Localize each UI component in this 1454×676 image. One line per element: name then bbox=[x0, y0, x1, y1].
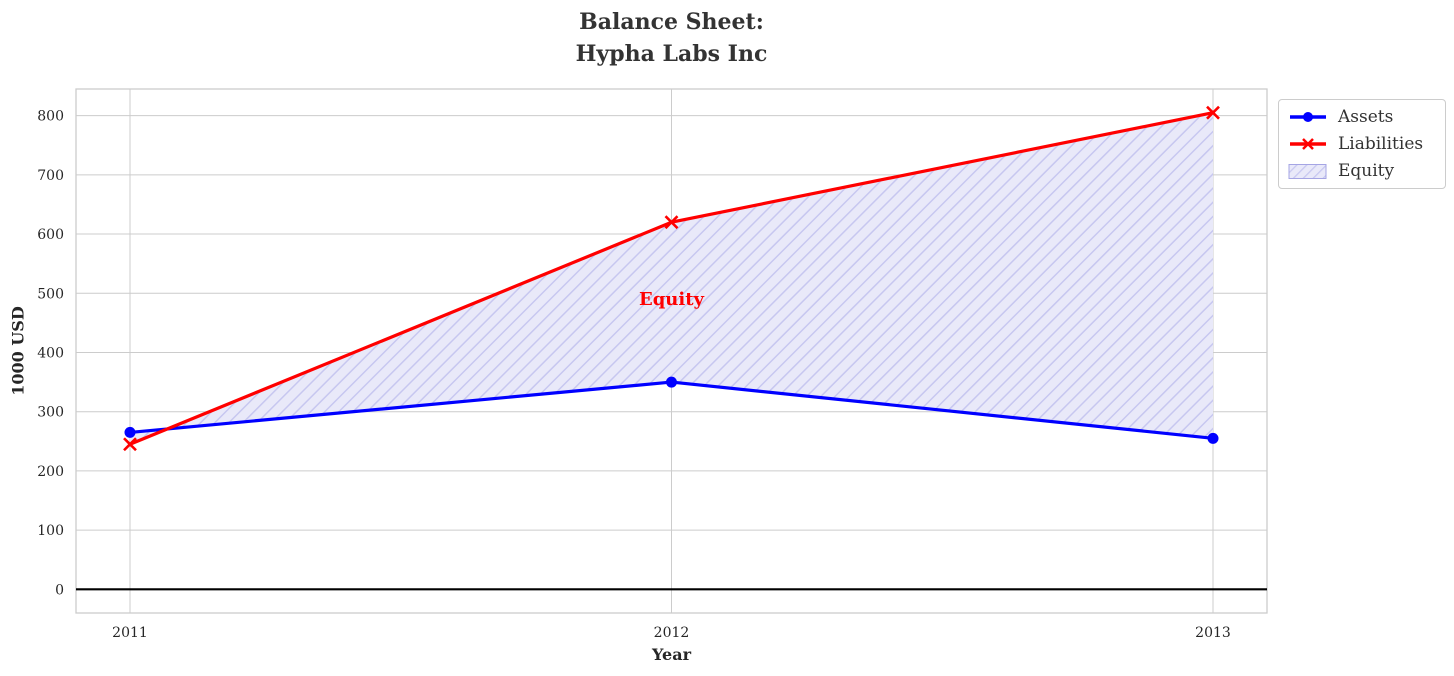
legend-label-liabilities: Liabilities bbox=[1338, 134, 1424, 154]
legend-item-equity: Equity bbox=[1288, 161, 1435, 181]
assets-line-icon bbox=[1290, 112, 1326, 122]
legend-item-liabilities: Liabilities bbox=[1288, 134, 1435, 154]
y-axis-label: 1000 USD bbox=[8, 306, 28, 396]
chart-title: Balance Sheet: Hypha Labs Inc bbox=[575, 9, 768, 67]
equity-annotation: Equity bbox=[639, 289, 705, 310]
y-tick-label: 300 bbox=[37, 405, 64, 421]
liabilities-line-icon bbox=[1290, 138, 1326, 150]
y-tick-label: 200 bbox=[37, 464, 64, 480]
x-tick-label: 2013 bbox=[1195, 625, 1231, 641]
y-tick-label: 700 bbox=[37, 168, 64, 184]
assets-marker bbox=[1207, 432, 1219, 444]
liabilities-marker bbox=[664, 215, 679, 230]
y-tick-label: 100 bbox=[37, 523, 64, 539]
liabilities-marker bbox=[1206, 105, 1220, 120]
equity-fill-area bbox=[130, 112, 1213, 445]
x-axis-label: Year bbox=[651, 645, 691, 664]
assets-marker bbox=[666, 376, 677, 388]
legend: Assets Liabilities Equity bbox=[1278, 99, 1446, 189]
legend-label-assets: Assets bbox=[1338, 107, 1394, 127]
y-tick-label: 0 bbox=[55, 582, 64, 598]
y-tick-label: 400 bbox=[37, 345, 64, 361]
y-tick-label: 600 bbox=[37, 227, 64, 243]
equity-hatch-icon bbox=[1288, 163, 1327, 179]
legend-item-assets: Assets bbox=[1288, 107, 1435, 127]
liabilities-marker bbox=[123, 437, 137, 452]
y-tick-label: 500 bbox=[37, 286, 64, 302]
x-tick-label: 2012 bbox=[654, 625, 690, 641]
x-tick-label: 2011 bbox=[112, 625, 148, 641]
assets-marker bbox=[124, 426, 136, 438]
y-tick-label: 800 bbox=[37, 109, 64, 125]
legend-label-equity: Equity bbox=[1338, 161, 1395, 181]
